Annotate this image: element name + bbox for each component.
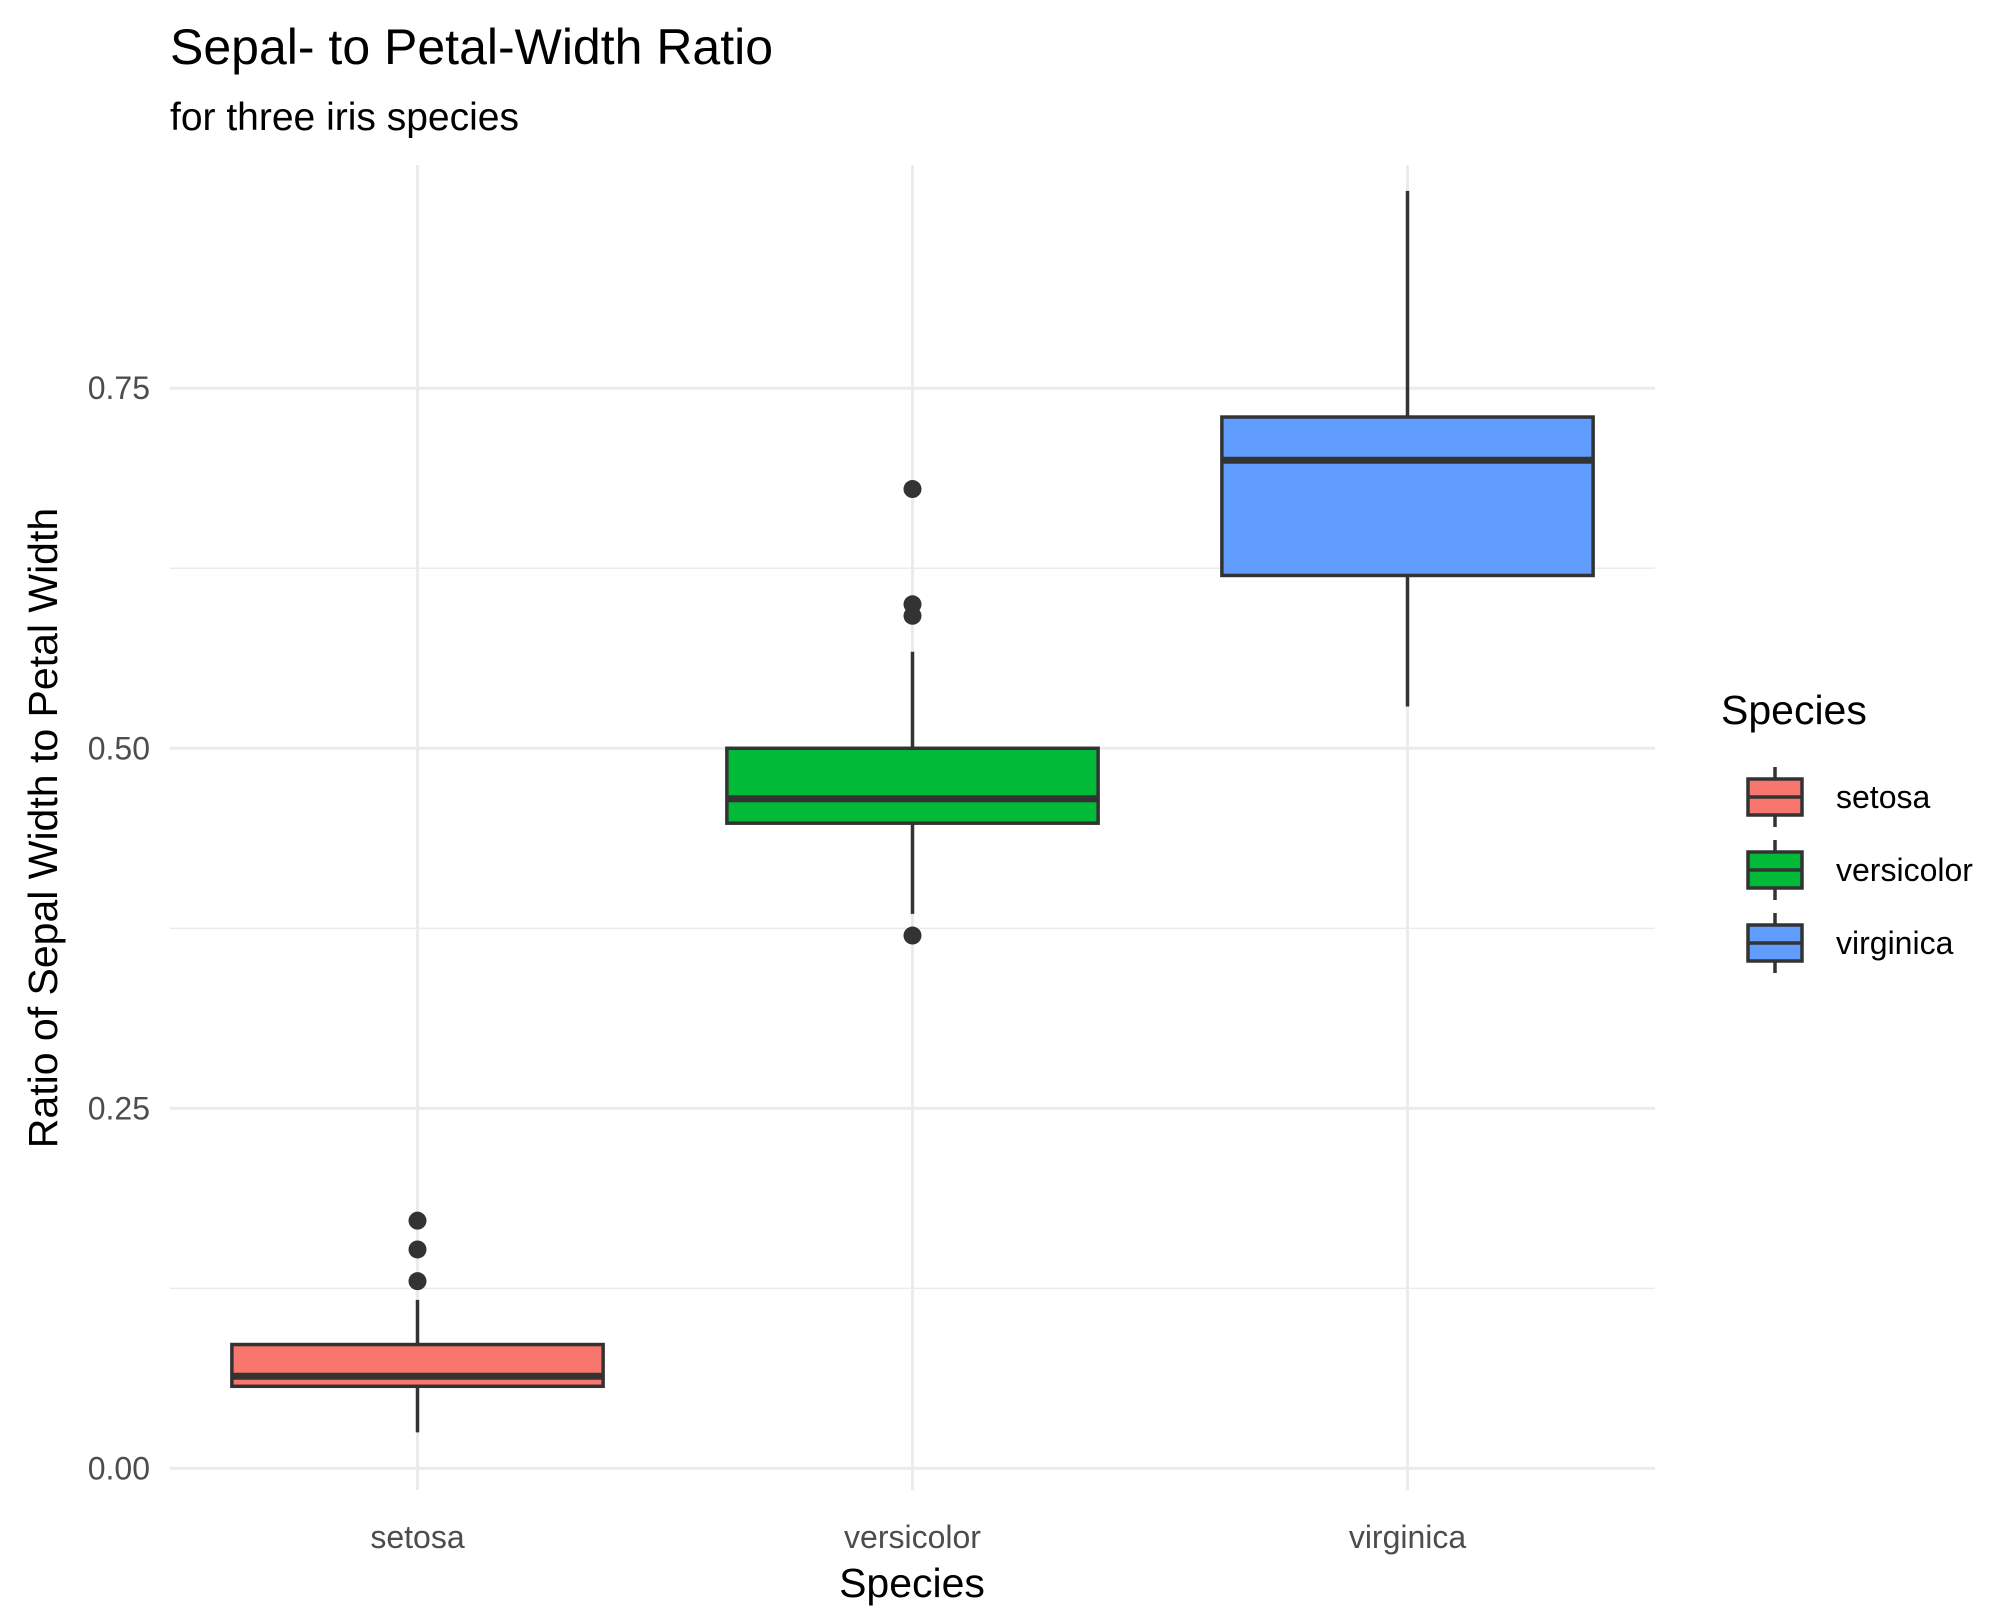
box	[1220, 415, 1595, 578]
boxplot-virginica	[1220, 190, 1595, 707]
chart-title: Sepal- to Petal-Width Ratio	[170, 19, 773, 75]
box-plots	[230, 190, 1595, 1433]
y-axis-title: Ratio of Sepal Width to Petal Width	[20, 508, 66, 1148]
outlier-point	[903, 480, 922, 499]
box	[230, 1342, 605, 1389]
outlier-point	[903, 595, 922, 614]
box	[725, 746, 1100, 825]
x-axis-tick-labels: setosa versicolor virginica	[370, 1519, 1466, 1555]
y-axis-tick-labels: 0.00 0.25 0.50 0.75	[88, 370, 150, 1486]
y-tick-label: 0.25	[88, 1090, 150, 1126]
legend-label: virginica	[1836, 925, 1954, 961]
outlier-point	[408, 1272, 427, 1291]
legend-item-virginica: virginica	[1746, 913, 1954, 973]
x-tick-label: virginica	[1349, 1519, 1467, 1555]
outlier-point	[408, 1211, 427, 1230]
y-tick-label: 0.00	[88, 1450, 150, 1486]
legend-item-versicolor: versicolor	[1746, 840, 1973, 900]
x-axis-title: Species	[839, 1560, 985, 1606]
legend-label: setosa	[1836, 779, 1930, 815]
boxplot-versicolor	[725, 480, 1100, 945]
x-tick-label: versicolor	[844, 1519, 981, 1555]
y-tick-label: 0.50	[88, 730, 150, 766]
chart-subtitle: for three iris species	[170, 96, 519, 139]
legend-item-setosa: setosa	[1746, 767, 1930, 827]
legend-title: Species	[1721, 687, 1867, 733]
legend-entries: setosa versicolor virginica	[1746, 767, 1973, 973]
y-tick-label: 0.75	[88, 370, 150, 406]
legend-label: versicolor	[1836, 852, 1973, 888]
boxplot-setosa	[230, 1211, 605, 1433]
x-tick-label: setosa	[370, 1519, 464, 1555]
legend: Species setosa versicolor virginica	[1721, 687, 1973, 973]
outlier-point	[408, 1240, 427, 1259]
outlier-point	[903, 926, 922, 945]
